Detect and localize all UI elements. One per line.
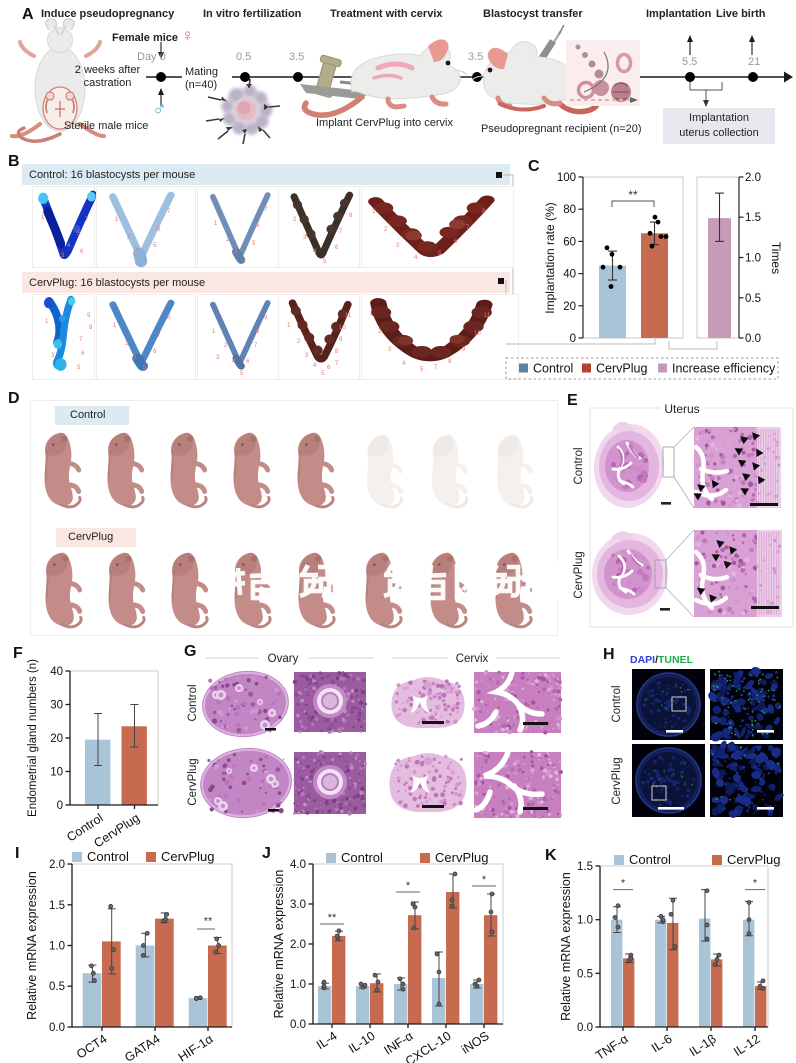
svg-text:1.0: 1.0 <box>49 941 65 953</box>
svg-text:40: 40 <box>563 269 576 281</box>
svg-text:1.5: 1.5 <box>577 861 593 873</box>
svg-text:Relative mRNA expression: Relative mRNA expression <box>559 872 573 1021</box>
svg-text:CervPlug: CervPlug <box>161 849 214 864</box>
svg-text:10: 10 <box>50 767 63 779</box>
svg-text:*: * <box>753 878 758 890</box>
svg-text:IL-1β: IL-1β <box>687 1032 719 1059</box>
svg-text:30: 30 <box>50 700 63 712</box>
svg-text:0.0: 0.0 <box>49 1022 65 1034</box>
svg-text:DAPI/TUNEL: DAPI/TUNEL <box>630 654 694 666</box>
svg-text:Increase efficiency: Increase efficiency <box>672 362 776 376</box>
svg-text:Control: Control <box>341 850 383 865</box>
svg-text:Ovary: Ovary <box>268 653 299 665</box>
svg-text:Control: Control <box>87 849 129 864</box>
svg-text:1.5: 1.5 <box>745 212 761 224</box>
svg-text:20: 20 <box>563 301 576 313</box>
svg-text:0: 0 <box>57 800 63 812</box>
svg-text:Times: Times <box>769 242 783 274</box>
svg-text:1.0: 1.0 <box>290 979 306 991</box>
svg-text:*: * <box>482 874 487 886</box>
svg-text:80: 80 <box>563 204 576 216</box>
svg-text:Endometrial gland numbers (n): Endometrial gland numbers (n) <box>27 659 39 817</box>
svg-text:CervPlug: CervPlug <box>187 758 199 805</box>
svg-text:CervPlug: CervPlug <box>573 551 585 598</box>
svg-text:4.0: 4.0 <box>290 859 306 871</box>
svg-text:iNOS: iNOS <box>459 1029 492 1057</box>
svg-text:2.0: 2.0 <box>290 939 306 951</box>
svg-text:CervPlug: CervPlug <box>596 362 647 376</box>
svg-text:100: 100 <box>557 172 576 184</box>
svg-text:CervPlug: CervPlug <box>727 852 780 867</box>
svg-text:Implantation rate (%): Implantation rate (%) <box>543 202 557 313</box>
svg-text:0.5: 0.5 <box>577 968 593 980</box>
svg-text:Control: Control <box>629 852 671 867</box>
svg-text:1.5: 1.5 <box>49 900 65 912</box>
svg-text:Cervix: Cervix <box>456 653 489 665</box>
svg-text:**: ** <box>204 916 213 928</box>
svg-text:20: 20 <box>50 733 63 745</box>
svg-text:0.5: 0.5 <box>745 293 761 305</box>
svg-text:2.0: 2.0 <box>745 172 761 184</box>
svg-text:IL-12: IL-12 <box>731 1032 763 1059</box>
svg-text:OCT4: OCT4 <box>74 1032 110 1062</box>
svg-text:Control: Control <box>573 447 585 484</box>
svg-text:Control: Control <box>533 362 573 376</box>
svg-text:CervPlug: CervPlug <box>435 850 488 865</box>
svg-text:**: ** <box>628 188 638 202</box>
svg-text:0: 0 <box>570 333 576 345</box>
svg-text:0.0: 0.0 <box>290 1019 306 1031</box>
svg-text:3.0: 3.0 <box>290 899 306 911</box>
svg-text:1.0: 1.0 <box>577 915 593 927</box>
svg-text:TNF-α: TNF-α <box>593 1032 631 1063</box>
svg-text:*: * <box>406 880 411 892</box>
svg-text:IL-4: IL-4 <box>314 1029 340 1052</box>
svg-text:CervPlug: CervPlug <box>611 757 623 804</box>
svg-text:60: 60 <box>563 236 576 248</box>
svg-text:IL-6: IL-6 <box>649 1032 675 1055</box>
svg-text:HIF-1α: HIF-1α <box>176 1032 216 1063</box>
svg-text:1.0: 1.0 <box>745 253 761 265</box>
svg-text:GATA4: GATA4 <box>122 1032 162 1063</box>
svg-text:2.0: 2.0 <box>49 859 65 871</box>
svg-text:40: 40 <box>50 666 63 678</box>
svg-text:Uterus: Uterus <box>664 402 699 416</box>
svg-text:Relative mRNA expression: Relative mRNA expression <box>25 871 39 1020</box>
svg-text:0.0: 0.0 <box>577 1022 593 1034</box>
svg-text:Control: Control <box>187 684 199 721</box>
svg-text:0.0: 0.0 <box>745 333 761 345</box>
svg-text:0.5: 0.5 <box>49 981 65 993</box>
svg-text:*: * <box>621 878 626 890</box>
svg-text:**: ** <box>328 912 337 924</box>
svg-text:IL-10: IL-10 <box>346 1029 378 1056</box>
svg-text:Relative mRNA expression: Relative mRNA expression <box>272 870 286 1019</box>
svg-text:Control: Control <box>611 685 623 722</box>
